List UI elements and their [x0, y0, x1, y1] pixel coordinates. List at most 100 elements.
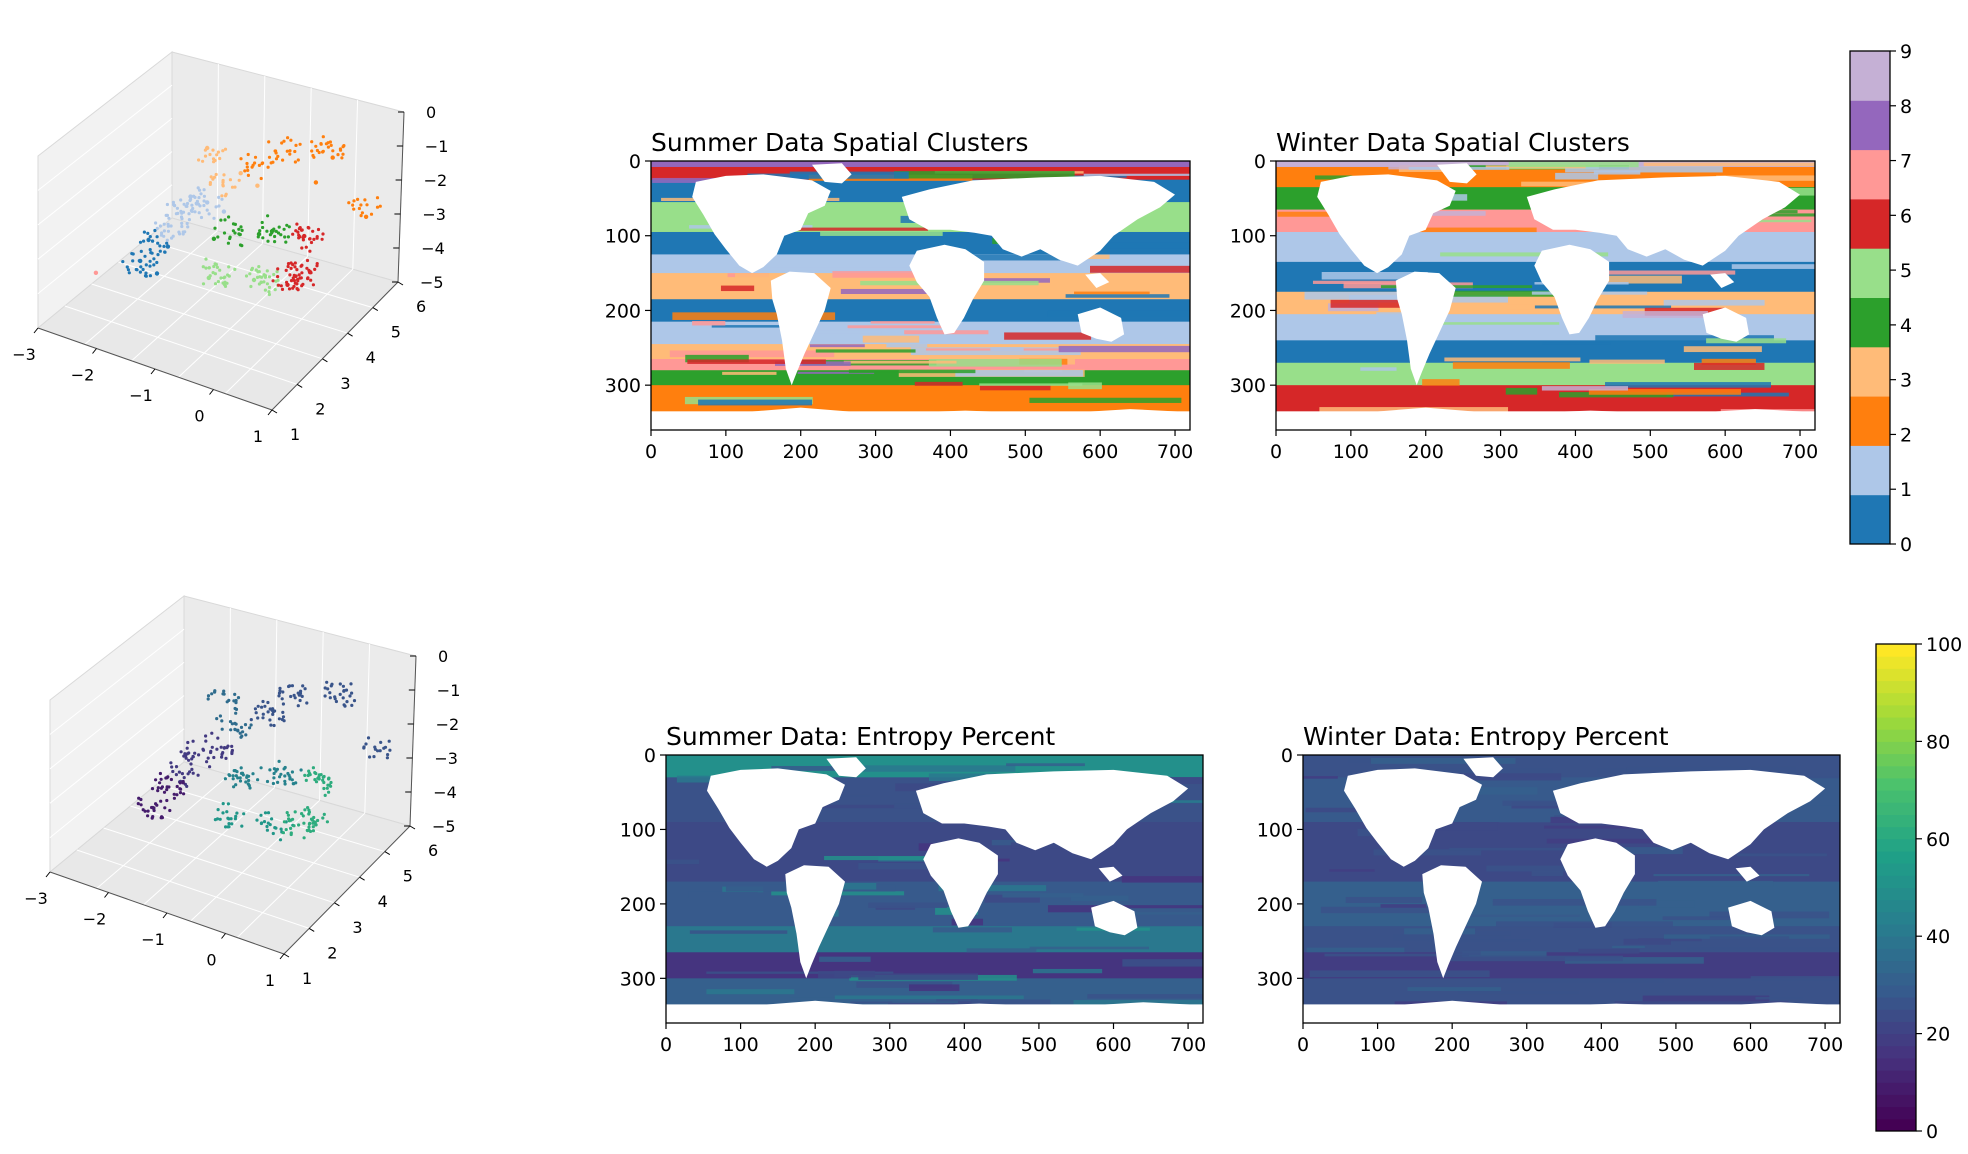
data-point	[341, 152, 345, 156]
map-streak	[1731, 264, 1815, 269]
land-mass	[812, 163, 852, 184]
x-tick-label: 0	[194, 407, 204, 426]
map-streak	[824, 855, 941, 861]
data-point	[146, 814, 150, 818]
data-point	[283, 774, 287, 778]
data-point	[292, 782, 296, 786]
land-mass	[923, 838, 998, 928]
data-point	[259, 813, 263, 817]
map-streak	[1658, 880, 1774, 887]
x-tick-label: 500	[1007, 441, 1043, 463]
grid-line	[261, 75, 266, 244]
colorbar-segment	[1876, 1106, 1916, 1120]
data-point	[182, 754, 186, 758]
land-mass	[1560, 838, 1635, 928]
data-point	[245, 161, 249, 166]
data-point	[249, 284, 253, 289]
map-streak	[1329, 869, 1375, 872]
grid-line	[228, 607, 231, 775]
data-point	[300, 812, 304, 816]
data-point	[336, 153, 340, 157]
x-tick-label: −2	[71, 366, 95, 385]
data-point	[191, 755, 195, 759]
y-tick-label: 200	[1257, 894, 1293, 916]
data-point	[261, 712, 265, 716]
map-streak	[1605, 382, 1771, 388]
grid-line	[216, 63, 219, 231]
data-point	[365, 203, 369, 207]
data-point	[257, 270, 261, 274]
x-tick-label: −3	[24, 889, 48, 908]
data-point	[378, 749, 382, 753]
data-point	[230, 185, 235, 189]
map-streak	[1370, 757, 1516, 764]
data-point	[193, 195, 197, 199]
data-point	[345, 700, 349, 704]
data-point	[306, 773, 310, 778]
data-point	[269, 723, 273, 727]
data-point	[233, 692, 237, 697]
data-point	[305, 828, 309, 832]
data-point	[316, 227, 321, 232]
data-point	[198, 188, 202, 192]
colorbar-segment	[1876, 656, 1916, 669]
colorbar-tick-label: 40	[1926, 926, 1950, 948]
data-point	[159, 777, 163, 781]
series-point	[238, 171, 243, 176]
data-point	[292, 693, 296, 698]
land-mass	[1317, 174, 1456, 274]
data-point	[277, 225, 281, 229]
data-point	[233, 267, 237, 271]
data-point	[138, 270, 142, 274]
data-point	[187, 218, 191, 222]
data-point	[271, 707, 275, 711]
map-streak	[1638, 900, 1695, 908]
data-point	[285, 811, 289, 815]
data-point	[211, 148, 215, 152]
data-point	[268, 233, 272, 237]
map-streak	[1716, 175, 1815, 181]
chart-title: Winter Data Spatial Clusters	[1276, 128, 1630, 157]
data-point	[238, 776, 242, 780]
map-streak	[815, 349, 916, 353]
map-streak	[1462, 951, 1547, 958]
x-tick-label: 1	[253, 427, 263, 446]
data-point	[284, 828, 288, 832]
x-tick-label: −1	[129, 386, 153, 405]
land-mass	[1735, 866, 1760, 882]
map-streak	[1622, 311, 1708, 318]
data-point	[221, 692, 225, 696]
map-streak	[1065, 294, 1170, 298]
data-point	[221, 811, 225, 815]
data-point	[156, 789, 160, 793]
grid-line	[76, 849, 310, 929]
data-point	[283, 779, 287, 783]
map-streak	[1066, 242, 1190, 249]
data-point	[228, 178, 232, 182]
map-streak	[1324, 953, 1469, 957]
colorbar-segment	[1876, 1045, 1916, 1059]
map-streak	[789, 997, 959, 1003]
data-point	[121, 260, 125, 264]
data-point	[293, 261, 297, 265]
data-point	[244, 780, 248, 784]
series-point	[363, 214, 369, 219]
data-point	[311, 283, 315, 287]
colorbar-segment	[1876, 741, 1916, 755]
map-streak	[1006, 763, 1085, 767]
data-point	[236, 696, 241, 700]
data-point	[276, 283, 281, 287]
y-tick-label: 100	[1230, 226, 1266, 248]
map-streak	[1642, 995, 1770, 1003]
data-point	[240, 228, 244, 232]
y-tick-mark	[271, 409, 278, 414]
map-streak	[685, 354, 749, 363]
colorbar-segment	[1850, 198, 1890, 249]
data-point	[148, 259, 152, 263]
data-point	[350, 703, 354, 708]
data-point	[256, 704, 260, 708]
z-tick-label: −4	[421, 239, 445, 258]
map-streak	[784, 330, 882, 334]
data-point	[307, 822, 311, 826]
data-point	[276, 780, 280, 785]
